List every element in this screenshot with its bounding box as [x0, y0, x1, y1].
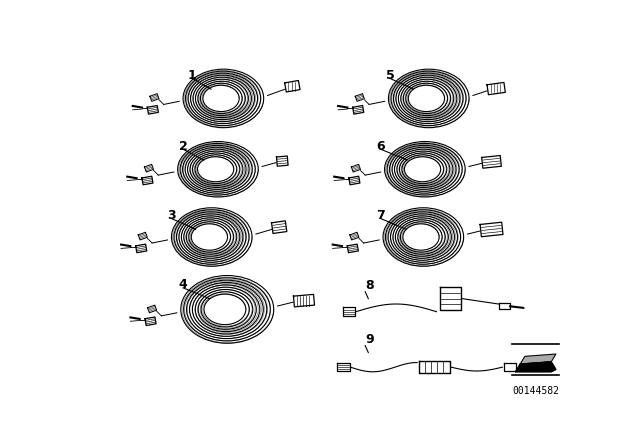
Text: 5: 5 [386, 69, 394, 82]
Polygon shape [516, 362, 556, 372]
Text: 7: 7 [376, 209, 385, 222]
Text: 6: 6 [376, 140, 385, 153]
Text: 3: 3 [167, 209, 176, 222]
Text: 00144582: 00144582 [512, 386, 559, 396]
Text: 1: 1 [188, 69, 196, 82]
Text: 4: 4 [179, 278, 188, 291]
Text: 2: 2 [179, 140, 188, 153]
Polygon shape [520, 354, 556, 364]
Text: 8: 8 [365, 279, 374, 292]
Text: 9: 9 [365, 332, 374, 345]
